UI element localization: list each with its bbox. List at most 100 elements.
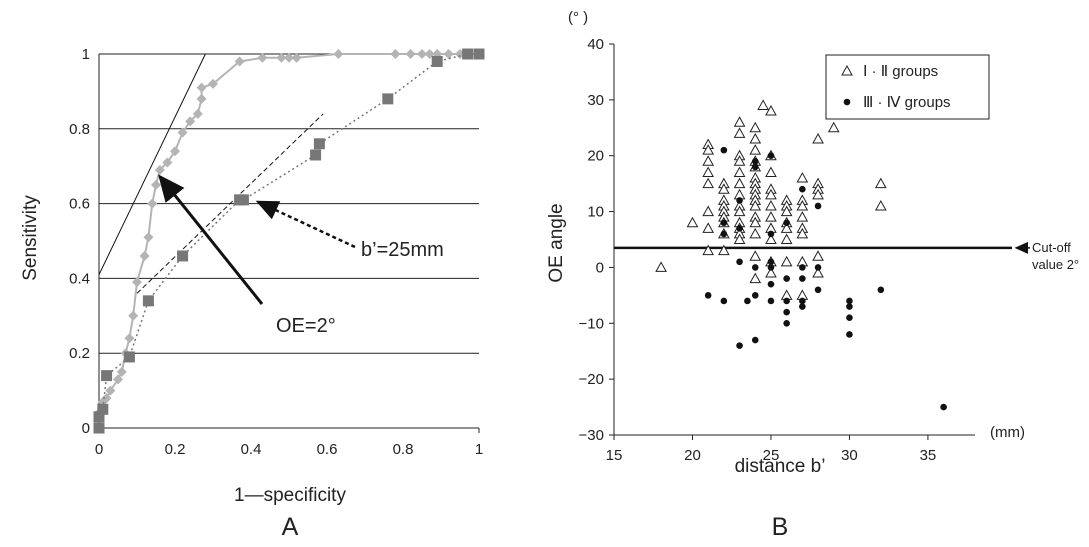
data-point-circle [751, 336, 759, 344]
data-point-circle [814, 202, 822, 210]
oe-arrow [158, 174, 264, 305]
data-point-circle [814, 264, 822, 271]
legend-box [825, 54, 990, 120]
data-point-circle [783, 308, 790, 316]
data-point-diamond [196, 82, 207, 93]
x-tick-label: 0 [95, 441, 103, 458]
data-point-triangle [765, 188, 777, 200]
data-point-circle [767, 230, 775, 238]
data-point-circle [751, 163, 759, 171]
data-point-triangle [749, 121, 762, 133]
y-tick-label: 0.4 [69, 270, 90, 287]
panel-label-a: A [282, 513, 299, 541]
data-point-triangle [796, 172, 809, 183]
data-point-circle [736, 225, 743, 232]
data-point-circle [877, 286, 885, 294]
data-point-diamond [417, 49, 427, 59]
data-point-diamond [124, 333, 135, 344]
data-point-circle [720, 297, 728, 305]
data-point-diamond [390, 49, 401, 59]
data-point-square [431, 55, 443, 67]
data-point-diamond [132, 277, 142, 288]
data-point-triangle [780, 255, 793, 267]
data-point-square [313, 138, 325, 150]
data-point-circle [799, 185, 806, 193]
data-point-triangle [874, 177, 887, 189]
data-point-triangle [733, 155, 746, 166]
data-point-diamond [257, 52, 268, 63]
cutoff-label-line2: value 2° [1032, 257, 1079, 272]
data-point-diamond [170, 146, 180, 157]
scatter-chart-panel: −30 −20 −10 0 10 20 30 40 15 20 25 30 35 (° ) (mm) O… [546, 9, 1079, 541]
data-point-triangle [733, 177, 746, 189]
x-tick-label: 0.4 [241, 441, 262, 458]
y-tick-label: 0.8 [69, 121, 90, 138]
data-point-square [237, 194, 249, 206]
data-point-triangle [780, 222, 793, 233]
data-point-triangle [702, 155, 715, 166]
data-point-triangle [749, 216, 762, 228]
y-axis-label: Sensitivity [20, 195, 41, 281]
data-point-circle [751, 158, 759, 165]
data-point-diamond [139, 250, 150, 261]
panel-label-b: B [772, 513, 789, 541]
data-point-circle [736, 197, 743, 204]
y-unit-label: (° ) [568, 9, 588, 26]
data-point-triangle [765, 233, 777, 244]
data-point-circle [767, 258, 775, 266]
data-point-triangle [757, 99, 769, 110]
data-point-triangle [749, 227, 762, 239]
data-point-triangle [796, 199, 809, 211]
axes [609, 43, 975, 440]
annotation-b-label: b’=25mm [361, 239, 444, 261]
data-point-circle [720, 146, 728, 154]
x-axis-label: 1—specificity [234, 485, 346, 506]
data-point-circle [720, 219, 728, 227]
data-point-triangle [874, 199, 887, 211]
data-point-circle [846, 314, 853, 322]
x-tick-label: 30 [841, 447, 858, 464]
data-point-square [142, 295, 154, 307]
data-point-square [462, 48, 474, 60]
data-point-triangle [765, 211, 777, 222]
data-point-triangle [702, 222, 715, 233]
data-point-circle [767, 297, 775, 305]
data-point-square [310, 149, 322, 161]
data-point-square [93, 411, 105, 423]
data-point-circle [720, 230, 728, 238]
x-tick-label: 1 [475, 441, 483, 458]
data-point-triangle [749, 144, 762, 155]
data-point-triangle [765, 199, 777, 211]
reference-line [98, 53, 206, 275]
data-point-diamond [196, 93, 207, 104]
y-tick-label: −30 [579, 427, 604, 444]
data-point-circle [751, 292, 759, 299]
tick-labels: −30 −20 −10 0 10 20 30 40 15 20 25 30 35 [579, 36, 937, 464]
data-point-diamond [143, 232, 154, 243]
data-point-triangle [702, 144, 715, 155]
data-point-circle [767, 152, 775, 160]
y-tick-label: 10 [587, 204, 604, 221]
y-tick-label: 30 [587, 92, 604, 109]
reference-lines [98, 53, 324, 294]
series-line [98, 53, 479, 428]
data-point-circle [846, 331, 853, 338]
tick-labels: 0 0.2 0.4 0.6 0.8 1 0 0.2 0.4 0.6 0.8 1 [69, 46, 483, 458]
data-point-triangle [765, 104, 777, 116]
data-point-triangle [812, 250, 824, 261]
data-point-circle [767, 264, 775, 271]
data-point-triangle [733, 233, 746, 244]
data-point-triangle [749, 272, 762, 284]
x-tick-label: 20 [684, 447, 701, 464]
data-point-circle [799, 297, 806, 305]
data-point-diamond [276, 52, 287, 63]
data-point-diamond [113, 374, 123, 385]
legend-label-2: Ⅲ · Ⅳ groups [863, 94, 951, 111]
data-point-triangle [749, 199, 762, 211]
x-tick-label: 0.8 [393, 441, 414, 458]
data-point-triangle [765, 166, 777, 177]
data-point-diamond [405, 49, 416, 59]
y-axis-label: OE angle [546, 203, 567, 282]
x-axis-label: distance b’ [735, 456, 826, 477]
